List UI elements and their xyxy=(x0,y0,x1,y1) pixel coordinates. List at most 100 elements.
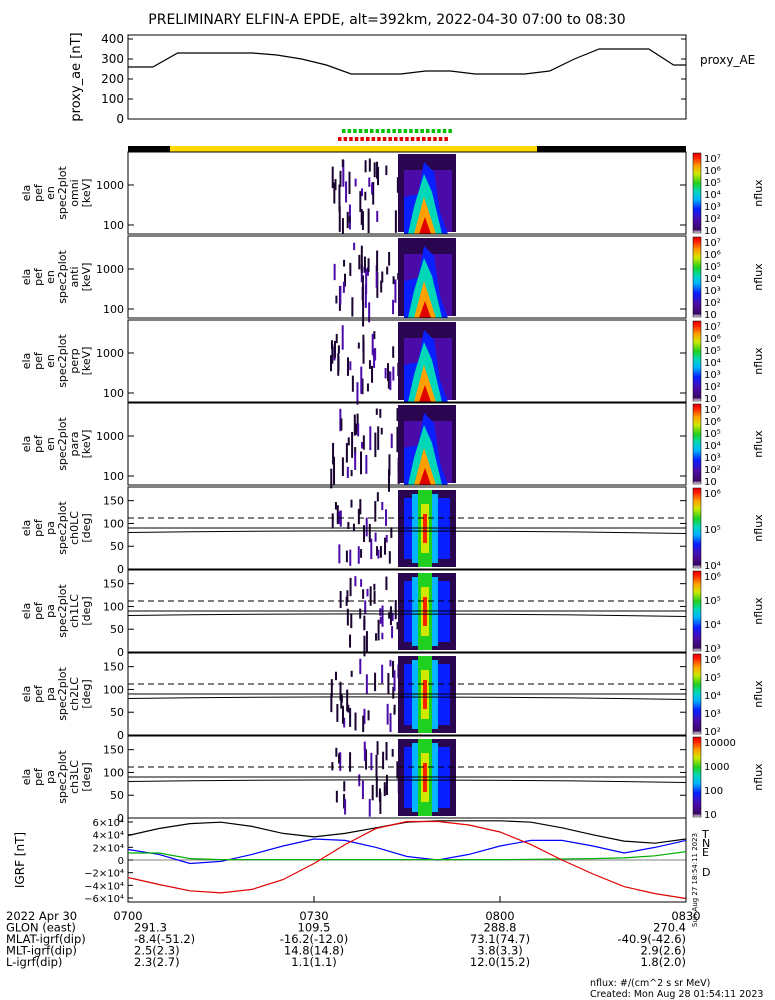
x-axis-ephemeris-value: 270.4 xyxy=(653,921,686,935)
spectrogram-cell xyxy=(364,600,367,614)
spectrogram-cell xyxy=(359,191,362,212)
spectrogram-cell xyxy=(350,499,353,508)
spectrogram-cell xyxy=(370,538,373,560)
x-axis-ephemeris-value: -40.9(-42.6) xyxy=(618,932,686,946)
quality-flag-red xyxy=(394,137,398,141)
x-axis-row-label: L-igrf(dip) xyxy=(6,955,62,969)
spectrogram-cell xyxy=(331,166,334,189)
spectrogram-cell xyxy=(385,774,388,796)
igrf-ytick-label: 6×10⁴ xyxy=(93,818,124,829)
spectrogram-cell xyxy=(334,671,337,681)
spectrogram-cell xyxy=(388,252,391,266)
spectrogram-cell xyxy=(380,280,383,293)
ela_pef_pa_spec2plot_ch3LC-panel: ela pef pa spec2plot ch3LC [deg] 150 100 50 0 1000… xyxy=(20,735,765,825)
spectrogram-cell xyxy=(376,546,379,556)
spectrogram-cell xyxy=(354,576,357,587)
spectrogram-cell xyxy=(379,608,382,616)
spectrogram-cell xyxy=(360,366,363,394)
spectrogram-cell xyxy=(394,279,397,303)
spectrogram-cell xyxy=(385,165,388,176)
x-axis-ephemeris-value: 12.0(15.2) xyxy=(470,955,530,969)
spectrogram-cell xyxy=(396,177,399,193)
spectrogram-cell xyxy=(381,271,384,283)
spectrogram-cell xyxy=(360,245,363,274)
spectrogram-ylabel-line: [keV] xyxy=(80,263,93,292)
spectrogram-cell xyxy=(330,679,333,697)
spectrogram-frame xyxy=(127,486,687,570)
spectrogram-cell xyxy=(396,426,399,453)
colorbar xyxy=(692,236,702,318)
spectrogram-cell xyxy=(354,178,357,187)
loss-cone-line xyxy=(127,779,687,783)
colorbar-tick-label: 10 xyxy=(704,394,717,405)
quality-flag-green xyxy=(375,129,380,133)
spectrogram-cell xyxy=(380,427,383,435)
igrf-series-E xyxy=(128,851,687,861)
x-axis-ephemeris-value: 14.8(14.8) xyxy=(284,944,344,958)
spectrogram-ytick-label: 50 xyxy=(110,789,124,802)
ela_pef_en_spec2plot_para-panel: ela pef en spec2plot para [keV] 100010010⁷10⁶1… xyxy=(20,402,765,492)
colorbar-tick-label: 10000 xyxy=(704,738,736,749)
spectrogram-cell xyxy=(351,297,354,317)
igrf-lines xyxy=(127,820,687,900)
spectrogram-cell xyxy=(414,281,436,318)
spectrogram-cell xyxy=(388,551,391,564)
spectrogram-ylabel-line: spec2plot xyxy=(56,501,69,555)
colorbar-tick-label: 10⁶ xyxy=(704,572,721,583)
spectrogram-ytick-label: 0 xyxy=(117,646,124,659)
spectrogram-cell xyxy=(394,210,397,233)
colorbar-tick-label: 10³ xyxy=(704,370,721,381)
igrf-series-T xyxy=(127,820,687,844)
colorbar xyxy=(692,487,702,569)
spectrogram-cell xyxy=(365,631,368,653)
spectrogram-ylabel-line: spec2plot xyxy=(56,584,69,638)
spectrogram-cell xyxy=(376,492,379,502)
quality-flag-green xyxy=(409,129,413,133)
spectrogram-cell xyxy=(363,635,366,657)
colorbar-tick-label: 10⁴ xyxy=(704,274,721,285)
side-stamp: Sun Aug 27 18:54:11 2023 xyxy=(691,833,699,927)
spectrogram-ytick-label: 50 xyxy=(110,540,124,553)
colorbar-tick-label: 10⁷ xyxy=(704,238,721,249)
proxy-ae-legend: proxy_AE xyxy=(700,53,755,67)
quality-flag-green xyxy=(437,129,441,133)
colorbar-tick-label: 10⁶ xyxy=(704,250,721,261)
colorbar xyxy=(692,152,702,234)
quality-flag-red xyxy=(399,137,404,141)
spectrogram-cell xyxy=(342,281,345,293)
spectrogram-ylabel-line: pa xyxy=(44,604,57,618)
spectrogram-cell xyxy=(336,505,339,524)
spectrogram-ytick-label: 100 xyxy=(103,517,124,530)
loss-cone-line xyxy=(127,613,687,617)
colorbar-tick-label: 10 xyxy=(704,226,717,237)
quality-flag-red xyxy=(433,137,437,141)
spectrogram-ytick-label: 50 xyxy=(110,623,124,636)
spectrogram-cell xyxy=(349,577,352,597)
colorbar-tick-label: 10⁵ xyxy=(704,525,721,536)
spectrogram-cell xyxy=(389,371,392,391)
spectrogram-cell xyxy=(351,431,354,458)
spectrogram-ylabel-line: ela xyxy=(20,353,33,370)
proxy-ae-line xyxy=(128,48,686,75)
spectrogram-cell xyxy=(347,437,350,446)
colorbar-tick-label: 10⁴ xyxy=(704,358,721,369)
igrf-legend-E: E xyxy=(702,846,709,859)
spectrogram-cell xyxy=(390,527,393,538)
spectrogram-cell xyxy=(352,523,355,531)
spectrogram-cell xyxy=(363,741,366,751)
spectrogram-cell xyxy=(392,660,395,678)
spectrogram-cell xyxy=(390,433,393,449)
spectrogram-cell xyxy=(364,160,367,173)
igrf-legend-N: N xyxy=(702,837,710,850)
spectrogram-ylabel-line: pef xyxy=(32,434,45,453)
spectrogram-cell xyxy=(350,670,353,677)
quality-flag-green xyxy=(364,129,368,133)
spectrogram-cell xyxy=(359,658,362,675)
spectrogram-ylabel-line: pef xyxy=(32,767,45,786)
quality-flag-red xyxy=(410,137,415,141)
spectrogram-cell xyxy=(368,177,371,187)
spectrogram-ytick-label: 100 xyxy=(103,683,124,696)
spectrogram-cell xyxy=(359,499,362,515)
spectrogram-cell xyxy=(362,589,365,599)
